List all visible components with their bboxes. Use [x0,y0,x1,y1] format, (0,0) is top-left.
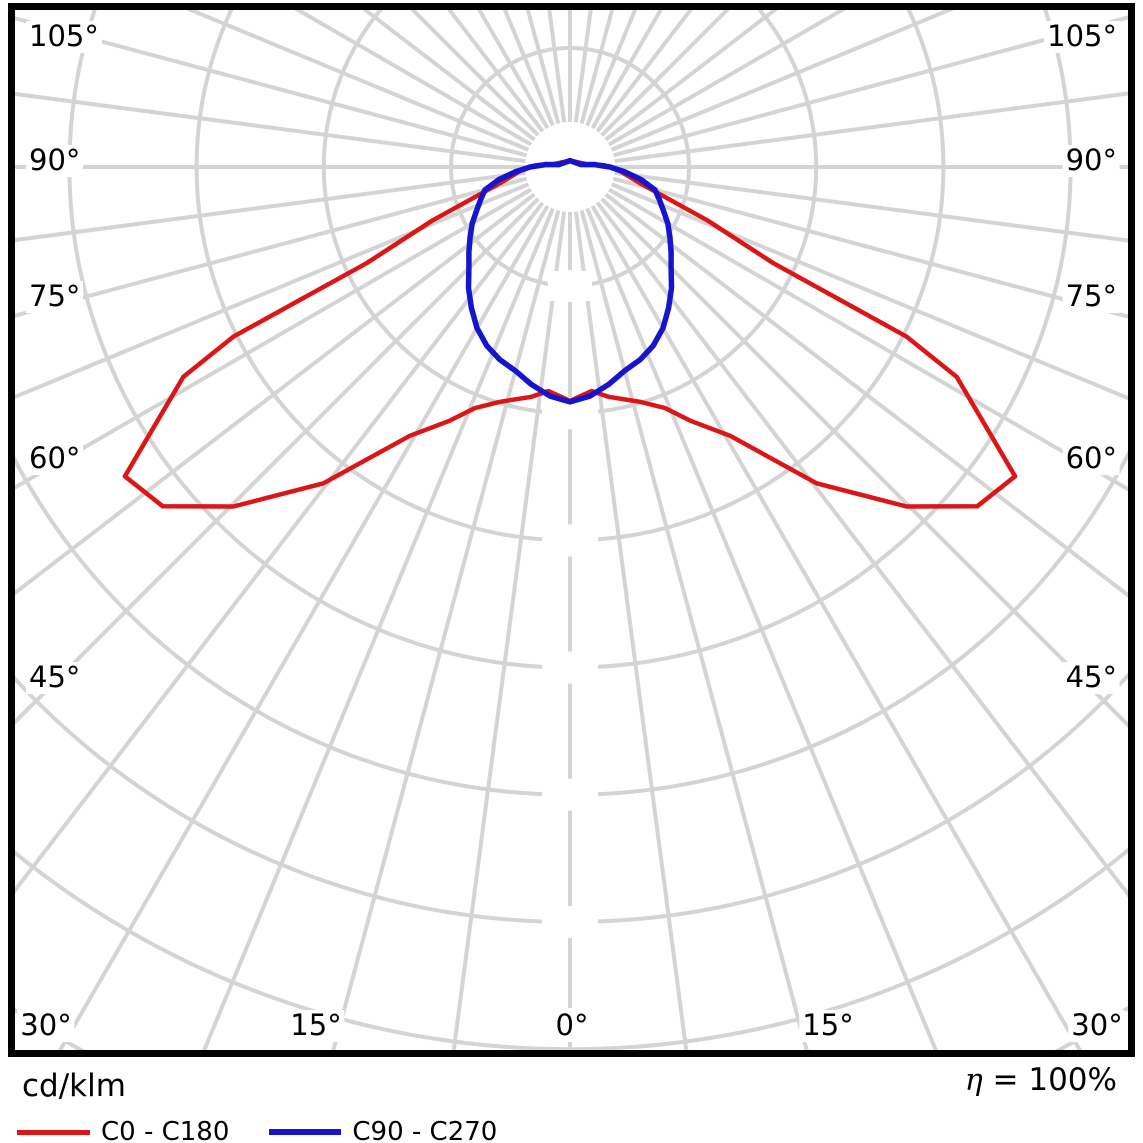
zero-axis-ring-gaps [542,271,598,937]
grid-radial [15,201,545,894]
grid-radial [614,91,1128,164]
gamma-label-left-4: 45° [26,661,84,694]
grid-radial [610,10,955,152]
curve-c90-c270 [465,157,675,405]
grid-radial [362,10,536,142]
legend-label-c0-c180: C0 - C180 [101,1117,230,1143]
eta-symbol: η [964,1063,983,1098]
legend-line-c0-c180 [17,1129,90,1135]
grid-radial [15,91,526,164]
eta-value: = 100% [992,1062,1117,1098]
grid-radial [595,201,1128,898]
grid-radial [607,187,1128,492]
grid-radial [590,204,1083,1050]
grid-radial [294,10,533,147]
legend: C0 - C180 C90 - C270 [17,1117,497,1143]
gamma-label-right-2: 75° [1062,280,1120,313]
gamma-label-right-4: 45° [1062,661,1120,694]
grid-radial [15,192,536,596]
gamma-label-left-0: 105° [26,20,102,53]
gamma-label-right-3: 60° [1062,442,1120,475]
grid-radial [579,209,809,1050]
grid-radial [15,197,540,725]
gamma-label-left-1: 90° [26,144,84,177]
gamma-label-right-1: 90° [1062,144,1120,177]
gamma-label-bottom-2: 0° [552,1009,592,1042]
grid-radial [202,207,555,1050]
grid-radial [15,170,526,243]
grid-radial [15,176,528,318]
grid-radial [451,211,567,1050]
grid-radial [573,211,689,1050]
grid-radial [607,10,846,147]
grid-radial [612,176,1128,319]
gamma-label-bottom-3: 15° [799,1009,857,1042]
gamma-label-bottom-0: 30° [17,1009,75,1042]
gamma-label-left-2: 75° [26,280,84,313]
gamma-label-bottom-4: 30° [1068,1009,1126,1042]
grid-radial [604,10,778,142]
grid-radial [57,204,550,1050]
frame [8,3,1135,1057]
grid-radial [331,209,561,1050]
gamma-label-bottom-1: 15° [287,1009,345,1042]
gamma-label-left-3: 60° [26,442,84,475]
grid-radial [15,16,528,158]
legend-line-c90-c270 [269,1129,342,1135]
grid-radial [610,182,1128,401]
grid-radial [612,15,1128,158]
efficiency-label: η = 100% [965,1062,1117,1098]
units-label: cd/klm [22,1068,126,1104]
grid-radial [614,170,1128,243]
grid-radial [604,192,1128,598]
grid-radial [600,197,1128,728]
legend-label-c90-c270: C90 - C270 [352,1117,498,1143]
grid-radial [15,182,530,400]
grid-radial [15,187,533,490]
grid-radial [185,10,530,152]
grid-radial [585,207,938,1050]
gamma-label-right-0: 105° [1044,20,1120,53]
